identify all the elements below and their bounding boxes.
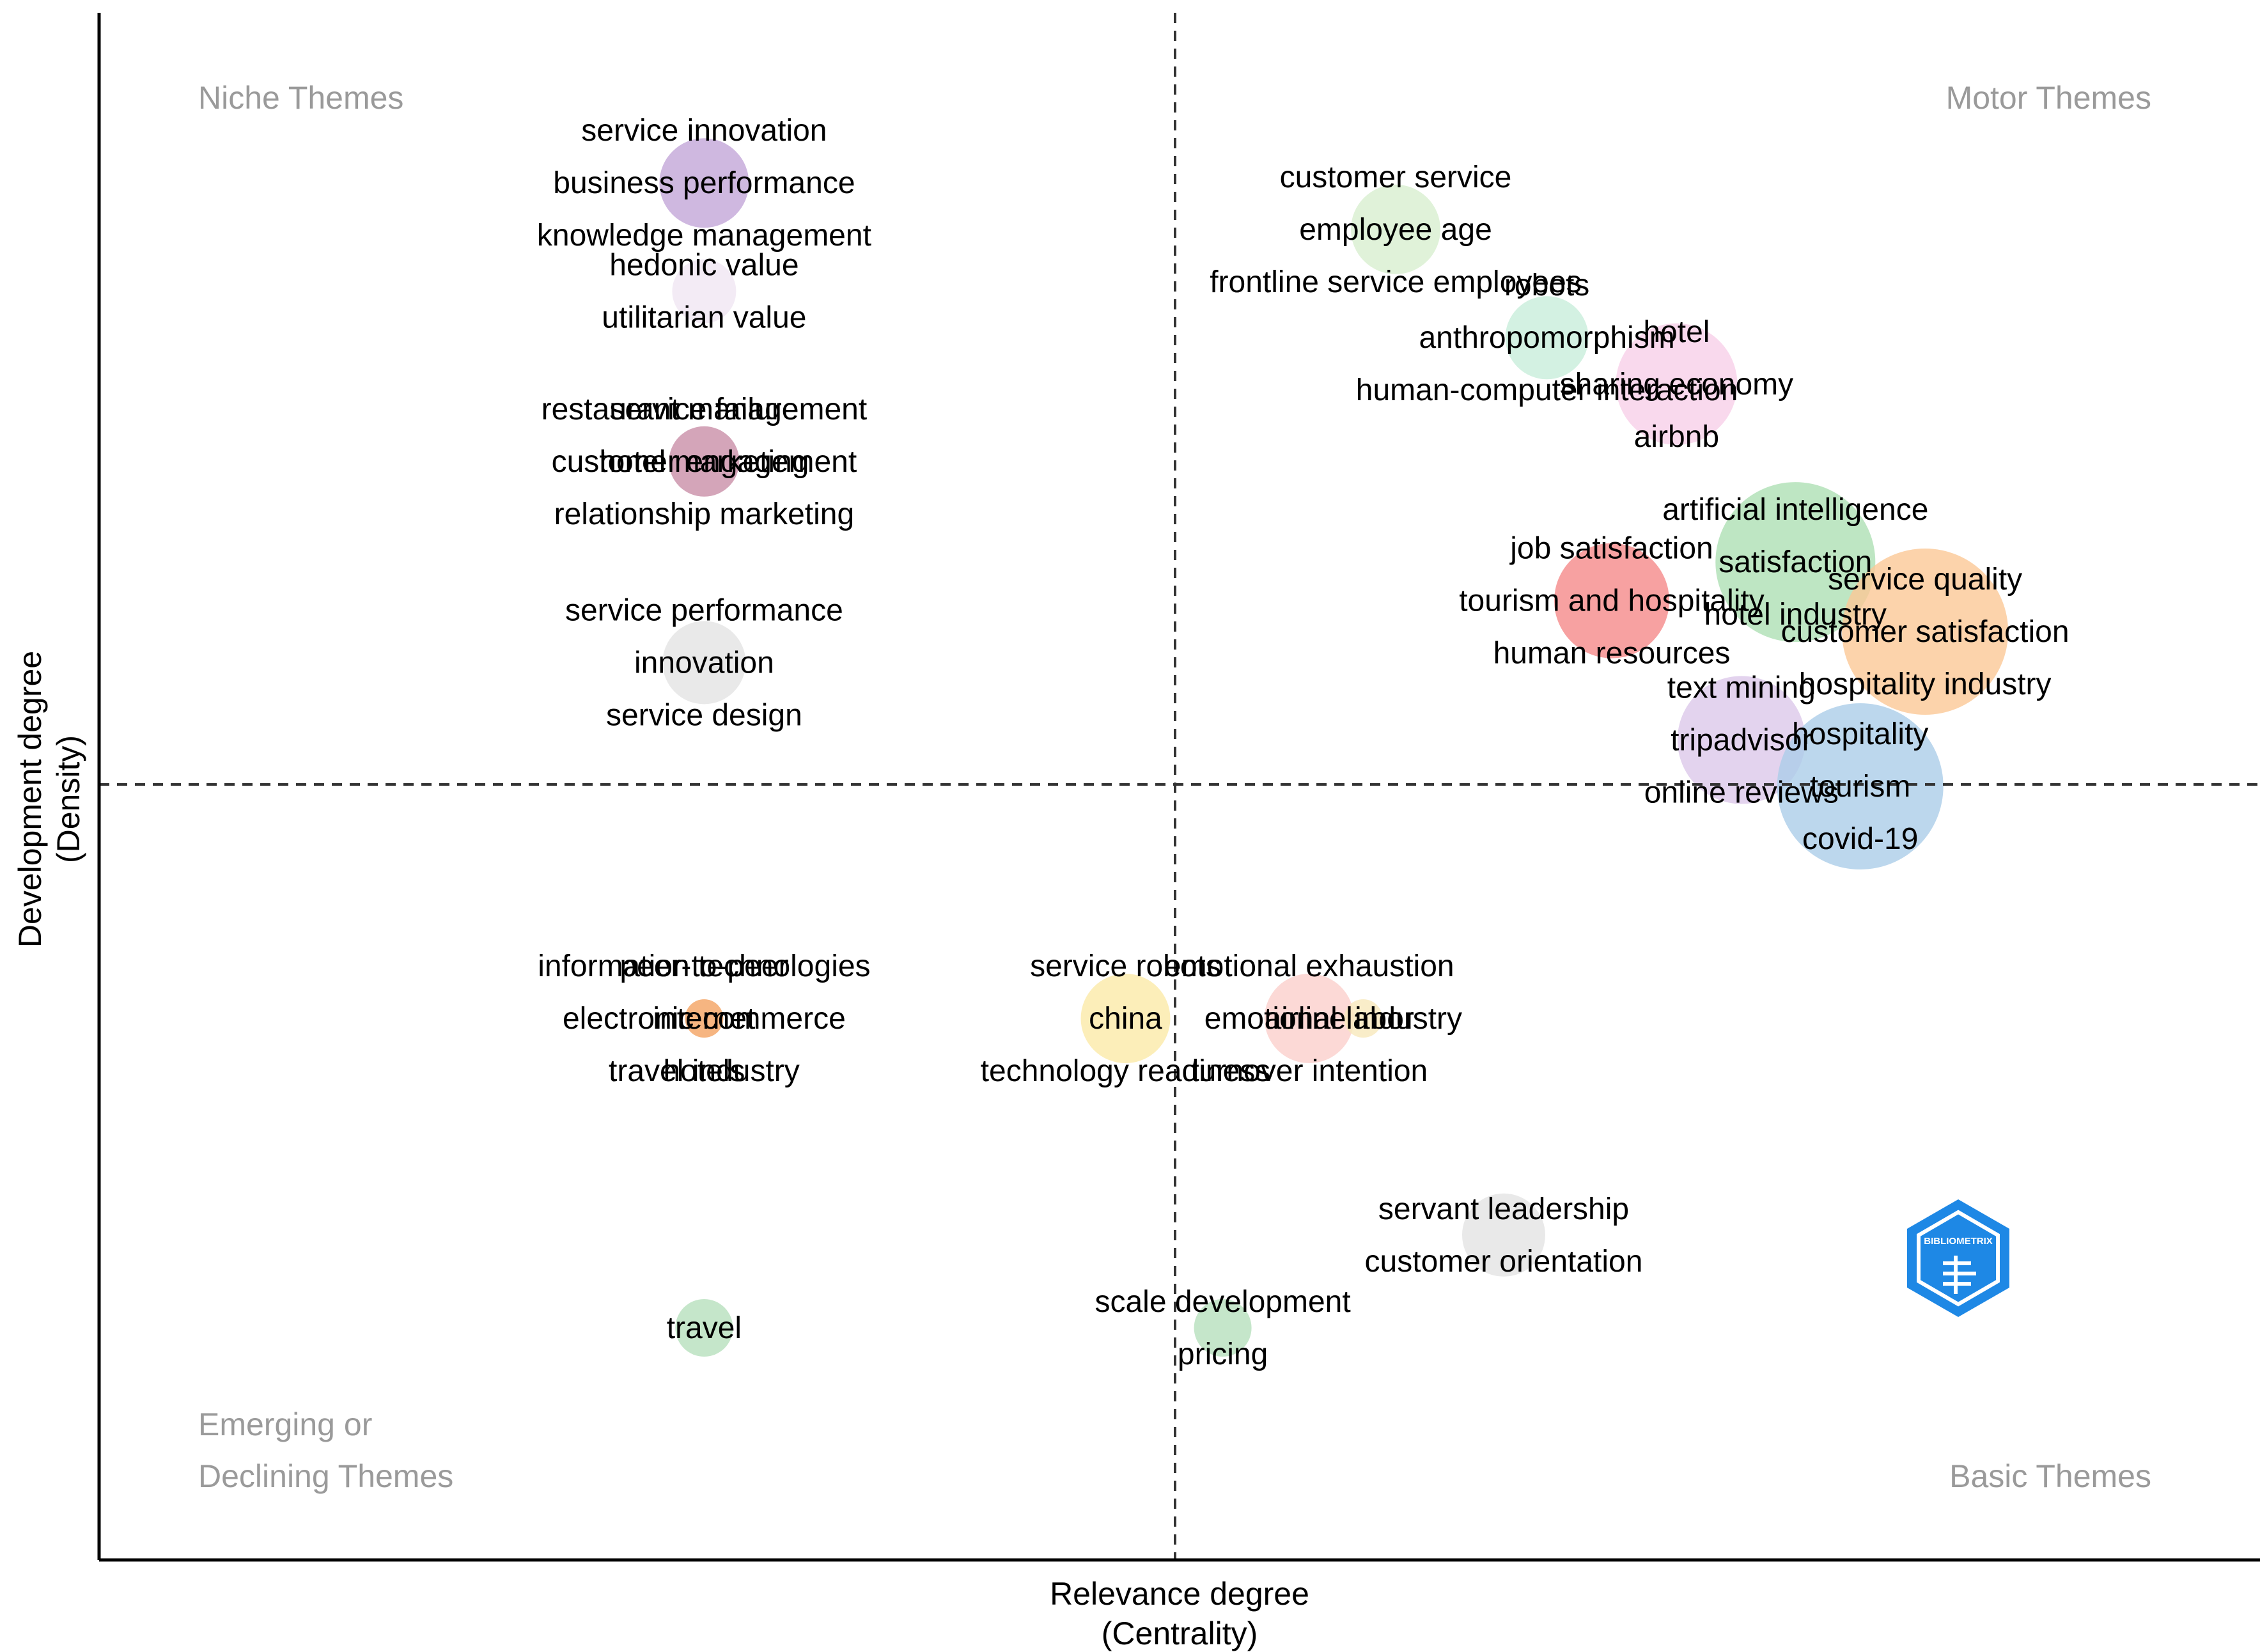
theme-label: artificial intelligence [1662,493,1928,527]
theme-label: peer-to-peer [620,949,788,983]
theme-label: hospitality [1792,717,1928,751]
theme-bubble[interactable] [662,621,746,705]
theme-label: customer engagement [552,445,857,479]
bibliometrix-logo: BIBLIOMETRIX [1907,1199,2009,1317]
theme-label: servant leadership [1378,1192,1629,1226]
theme-label: china [1089,1002,1162,1036]
theme-bubble[interactable] [672,259,736,323]
theme-label: customer orientation [1365,1245,1643,1279]
theme-label: information technologies [538,949,870,983]
quadrant-label-emerging-line-2: Declining Themes [198,1458,453,1494]
theme-label: relationship marketing [554,497,855,531]
theme-label: covid-19 [1802,822,1918,856]
theme-label: service failure [609,393,799,426]
theme-labels-layer: service innovation business performance kn… [537,114,2069,1371]
theme-label: technology readiness [981,1054,1271,1088]
theme-label: emotional labor [1204,1002,1414,1036]
theme-label: travel [667,1311,742,1345]
theme-label: anthropomorphism [1419,321,1674,355]
theme-label: hotel marketing [599,445,809,479]
quadrant-label-emerging-line-1: Emerging or [198,1407,372,1442]
y-axis-title-line-2: (Density) [51,735,86,863]
theme-bubble[interactable] [1715,482,1876,643]
theme-label: hotel industry [1704,598,1887,632]
theme-label: employee age [1299,213,1492,247]
theme-bubble[interactable] [1194,1299,1252,1357]
theme-label: customer service [1280,160,1512,194]
theme-label: human resources [1493,637,1731,671]
theme-label: innovation [634,646,774,680]
theme-label: tourism and hospitality [1459,584,1765,618]
y-axis-title-line-1: Development degree [12,651,48,947]
theme-label: service quality [1828,563,2022,596]
theme-label: service design [606,698,802,732]
quadrant-label-niche: Niche Themes [198,80,403,116]
x-axis-title-line-1: Relevance degree [1050,1576,1309,1612]
theme-label: hedonic value [609,249,799,283]
theme-label: internet [653,1002,755,1036]
theme-bubble[interactable] [1080,974,1171,1063]
logo-hexagon-outer [1907,1199,2009,1317]
theme-label: hotel [1643,315,1710,349]
theme-label: restaurant management [542,393,868,426]
theme-bubble[interactable] [669,426,740,497]
theme-bubble[interactable] [1351,184,1440,274]
theme-bubble[interactable] [1344,999,1383,1038]
theme-label: hospitality industry [1799,667,2052,701]
theme-label: satisfaction [1718,545,1872,579]
theme-label: sharing economy [1560,368,1794,401]
theme-label: customer satisfaction [1781,615,2069,649]
theme-label: service innovation [581,114,827,148]
theme-bubble[interactable] [675,1299,733,1357]
theme-label: pricing [1178,1337,1268,1371]
theme-label: text mining [1667,671,1816,705]
theme-bubble[interactable] [1842,549,2009,715]
theme-bubble[interactable] [1505,296,1589,380]
theme-label: electronic commerce [563,1002,846,1036]
theme-label: airbnb [1634,420,1719,454]
bubbles-layer [659,138,2009,1357]
quadrant-label-basic: Basic Themes [1949,1458,2151,1494]
theme-bubble[interactable] [659,138,749,228]
theme-label: hotels [663,1054,745,1088]
theme-label: emotional exhaustion [1164,949,1454,983]
theme-bubble[interactable] [1554,543,1669,658]
theme-label: online reviews [1644,775,1839,809]
x-axis-title-line-2: (Centrality) [1102,1616,1258,1651]
theme-label: tripadvisor [1671,723,1812,757]
logo-graphic [1943,1256,1976,1294]
theme-label: service performance [565,593,843,627]
logo-hexagon-inner [1917,1210,2000,1307]
theme-bubble[interactable] [1777,703,1944,869]
theme-bubble[interactable] [1264,974,1354,1063]
theme-bubble[interactable] [1677,676,1805,804]
theme-label: tourism [1810,770,1910,804]
theme-label: airline industry [1265,1002,1462,1036]
logo-text: BIBLIOMETRIX [1924,1236,1993,1247]
theme-bubble[interactable] [685,999,724,1038]
theme-label: turnover intention [1190,1054,1428,1088]
theme-label: job satisfaction [1509,532,1713,566]
theme-label: robots [1504,269,1589,302]
theme-label: human-computer interaction [1356,373,1738,407]
theme-label: travel industry [609,1054,800,1088]
theme-label: utilitarian value [602,301,806,335]
theme-bubble[interactable] [1462,1193,1545,1277]
theme-label: frontline service employees [1210,265,1582,299]
theme-label: service robots [1030,949,1221,983]
quadrant-label-motor: Motor Themes [1946,80,2151,116]
theme-bubble[interactable] [1616,323,1738,445]
theme-label: business performance [553,166,855,200]
theme-label: scale development [1095,1285,1350,1319]
theme-label: knowledge management [537,219,871,253]
